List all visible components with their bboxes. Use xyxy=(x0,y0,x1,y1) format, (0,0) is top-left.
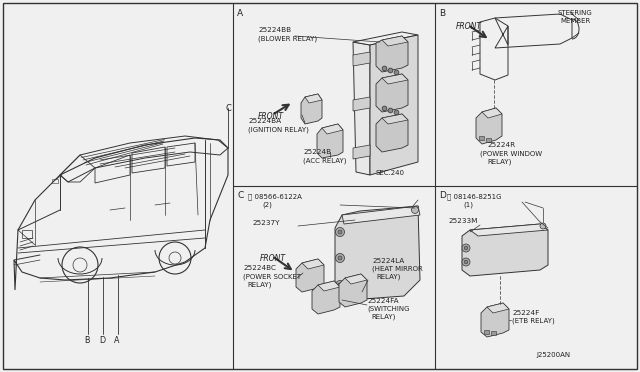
Circle shape xyxy=(464,260,468,264)
Text: MEMBER: MEMBER xyxy=(560,18,590,24)
Polygon shape xyxy=(318,281,340,291)
Text: 25237Y: 25237Y xyxy=(252,220,280,226)
Bar xyxy=(52,179,58,183)
Text: SEC.240: SEC.240 xyxy=(375,170,404,176)
Text: Ⓢ 08566-6122A: Ⓢ 08566-6122A xyxy=(248,193,302,200)
Polygon shape xyxy=(353,52,370,66)
Text: (SWITCHING: (SWITCHING xyxy=(367,306,410,312)
Text: 25224FA: 25224FA xyxy=(367,298,399,304)
Polygon shape xyxy=(312,281,340,314)
Polygon shape xyxy=(317,124,343,158)
Polygon shape xyxy=(470,224,548,236)
Text: Ⓑ 08146-8251G: Ⓑ 08146-8251G xyxy=(447,193,502,200)
Text: (POWER WINDOW: (POWER WINDOW xyxy=(480,150,542,157)
Polygon shape xyxy=(382,114,408,124)
Polygon shape xyxy=(482,108,502,118)
Text: A: A xyxy=(114,336,120,345)
Polygon shape xyxy=(476,108,502,144)
Text: (ACC RELAY): (ACC RELAY) xyxy=(303,157,346,164)
Polygon shape xyxy=(302,259,324,269)
Circle shape xyxy=(335,253,344,263)
Text: 25224R: 25224R xyxy=(487,142,515,148)
Text: B: B xyxy=(84,336,90,345)
Text: J25200AN: J25200AN xyxy=(536,352,570,358)
Bar xyxy=(22,230,32,238)
Text: 25224B: 25224B xyxy=(303,149,331,155)
Text: C: C xyxy=(225,104,231,113)
Text: (1): (1) xyxy=(463,201,473,208)
Text: STEERING: STEERING xyxy=(557,10,592,16)
Text: D: D xyxy=(99,336,105,345)
Text: 25233M: 25233M xyxy=(448,218,477,224)
Polygon shape xyxy=(305,94,322,103)
Circle shape xyxy=(338,230,342,234)
Bar xyxy=(484,330,489,334)
Polygon shape xyxy=(487,303,509,313)
Polygon shape xyxy=(370,35,418,175)
Text: RELAY): RELAY) xyxy=(376,274,401,280)
Text: A: A xyxy=(237,9,243,18)
Circle shape xyxy=(464,246,468,250)
Circle shape xyxy=(462,244,470,252)
Text: B: B xyxy=(439,9,445,18)
Text: (ETB RELAY): (ETB RELAY) xyxy=(512,318,555,324)
Text: FRONT: FRONT xyxy=(260,254,286,263)
Polygon shape xyxy=(353,145,370,159)
Text: C: C xyxy=(237,191,243,200)
Text: 25224BC: 25224BC xyxy=(243,265,276,271)
Text: 25224BA: 25224BA xyxy=(248,118,281,124)
Bar xyxy=(479,136,484,140)
Circle shape xyxy=(462,258,470,266)
Polygon shape xyxy=(353,42,370,175)
Text: (IGNITION RELAY): (IGNITION RELAY) xyxy=(248,126,309,132)
Text: FRONT: FRONT xyxy=(456,22,482,31)
Text: D: D xyxy=(439,191,446,200)
Polygon shape xyxy=(382,74,408,84)
Text: FRONT: FRONT xyxy=(258,112,284,121)
Polygon shape xyxy=(342,206,420,224)
Polygon shape xyxy=(301,94,322,124)
Polygon shape xyxy=(376,36,408,72)
Polygon shape xyxy=(296,259,324,292)
Polygon shape xyxy=(353,32,418,45)
Text: (BLOWER RELAY): (BLOWER RELAY) xyxy=(258,35,317,42)
Text: (HEAT MIRROR: (HEAT MIRROR xyxy=(372,266,423,273)
Polygon shape xyxy=(462,224,548,276)
Circle shape xyxy=(335,228,344,237)
Text: 25224BB: 25224BB xyxy=(258,27,291,33)
Polygon shape xyxy=(481,303,509,337)
Text: (POWER SOCKET: (POWER SOCKET xyxy=(243,273,301,279)
Text: 25224LA: 25224LA xyxy=(372,258,404,264)
Polygon shape xyxy=(376,114,408,152)
Polygon shape xyxy=(382,36,408,46)
Circle shape xyxy=(338,283,342,287)
Polygon shape xyxy=(335,206,420,300)
Circle shape xyxy=(540,223,546,229)
Polygon shape xyxy=(339,274,367,307)
Circle shape xyxy=(335,280,344,289)
Polygon shape xyxy=(376,74,408,112)
Text: RELAY): RELAY) xyxy=(487,158,511,164)
Text: (2): (2) xyxy=(262,201,272,208)
Bar xyxy=(491,331,496,335)
Polygon shape xyxy=(322,124,343,134)
Text: RELAY): RELAY) xyxy=(371,314,396,321)
Polygon shape xyxy=(353,97,370,111)
Text: RELAY): RELAY) xyxy=(247,281,271,288)
Circle shape xyxy=(412,206,419,214)
Polygon shape xyxy=(345,274,367,284)
Text: 25224F: 25224F xyxy=(512,310,540,316)
Bar xyxy=(486,138,491,142)
Circle shape xyxy=(338,256,342,260)
